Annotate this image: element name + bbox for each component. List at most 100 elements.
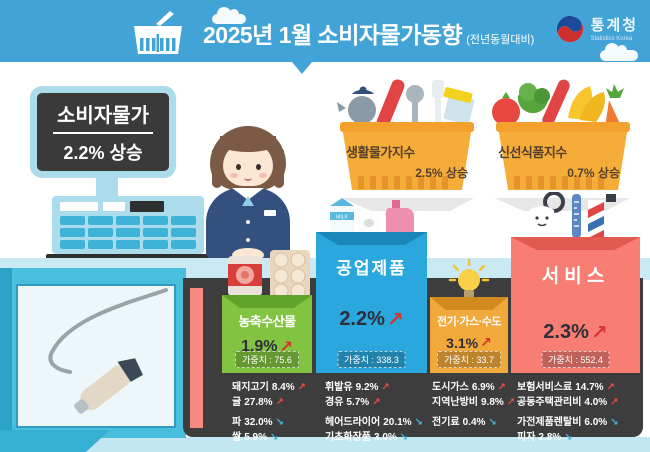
item-row: 기초화장품 3.0% [325,431,423,446]
category-weight: 가중치 : 33.7 [437,351,501,368]
up-arrow-icon [610,396,618,411]
register-slot [103,202,125,211]
cashier-blush [230,173,238,178]
cashier-bangs [220,136,276,152]
up-arrow-icon [607,381,615,396]
category-change: 3.1% [446,334,492,351]
register-slot [60,202,98,211]
item-value: 20.1% [383,417,412,428]
cashier-scarf [242,196,254,206]
item-row: 공동주택관리비 4.0% [517,396,619,411]
index-change: 2.5% 상승 [415,166,468,180]
item-row: 돼지고기 8.4% [232,381,306,396]
item-label: 보험서비스료 [517,382,573,393]
counter-edge [0,268,12,438]
cpi-summary-display: 소비자물가 2.2% 상승 [30,86,176,178]
title-block: 2025년 1월 소비자물가동향 (전년동월대비) [203,16,534,50]
cashier-hair-lock [212,150,222,188]
item-value: 27.8% [244,396,273,408]
category-change: 2.2% [339,307,403,332]
living-index-basket: 생활물가지수 2.5% 상승 [332,78,482,203]
up-arrow-icon [381,381,389,396]
category-change-value: 3.1% [446,334,479,351]
category-change: 1.9% [241,337,293,357]
agency-name: 통계청 [590,17,638,34]
household-items-illustration [337,79,475,190]
item-label: 돼지고기 [232,382,269,393]
index-name: 생활물가지수 [346,145,415,160]
down-arrow-icon [400,431,408,446]
uniform-button [246,238,250,242]
item-value: 2.8% [538,431,562,443]
meat-and-eggs-illustration [228,250,310,299]
category-change-value: 2.2% [339,308,385,330]
uniform-button [246,220,250,224]
category-box-services: 서비스 2.3% 가중치 : 552.4 [511,237,640,373]
register-keypad [60,216,196,249]
cashier-eye [256,164,261,170]
item-value: 0.4% [462,417,486,428]
index-change: 0.7% 상승 [567,166,620,180]
item-label: 파 [232,417,242,428]
item-value: 9.2% [355,382,379,393]
item-value: 14.7% [575,382,604,393]
up-arrow-icon [372,396,380,411]
header-pointer [292,62,312,74]
item-value: 8.4% [271,382,295,393]
item-label: 피자 [517,431,536,443]
category-weight: 가중치 : 552.4 [541,351,610,368]
item-row: 전기료 0.4% [432,416,515,431]
item-row: 파 32.0% [232,416,306,431]
box-flap [511,237,640,250]
cash-register [52,196,204,254]
agency-name-en: Statistics Korea [590,36,633,42]
item-row: 피자 2.8% [517,431,619,446]
item-value: 5.9% [244,431,267,443]
index-name: 신선식품지수 [498,145,567,160]
box-flap [430,297,508,310]
item-row: 경유 5.7% [325,396,423,411]
item-row: 지역난방비 9.8% [432,396,515,411]
item-value: 6.0% [584,417,608,428]
cloud-icon [600,43,638,61]
category-name: 공업제품 [336,259,407,278]
item-row: 가전제품렌탈비 6.0% [517,416,619,431]
fresh-food-basket: 신선식품지수 0.7% 상승 [484,78,638,203]
up-arrow-icon [507,396,515,411]
up-arrow-icon [591,320,608,345]
item-label: 가전제품렌탈비 [517,417,582,428]
cashier-illustration [196,124,300,262]
item-label: 경유 [325,396,344,408]
category-change-value: 1.9% [241,338,278,355]
cashier-eye [236,164,241,170]
item-row: 휘발유 9.2% [325,381,423,396]
category-box-electricity-gas-water: 전기·가스·수도 3.1% 가중치 : 33.7 [430,297,508,373]
taegeuk-icon [556,15,583,43]
up-arrow-icon [498,381,506,396]
fresh-food-label: 신선식품지수 0.7% 상승 [498,142,620,181]
down-arrow-icon [488,416,496,431]
cashier-hair-lock [274,150,284,188]
item-label: 전기료 [432,417,460,428]
item-row: 헤어드라이어 20.1% [325,416,423,431]
item-label: 휘발유 [325,382,353,393]
item-label: 귤 [232,396,242,408]
down-arrow-icon [564,431,572,446]
category-name: 서비스 [541,266,610,287]
page-title: 2025년 1월 소비자물가동향 [203,22,463,48]
register-stand [96,178,118,198]
register-base [46,254,210,261]
cashier-mouth [244,175,252,181]
down-arrow-icon [415,416,423,431]
light-bulb-illustration [448,258,490,298]
item-row: 쌀 5.9% [232,431,306,446]
up-arrow-icon [480,334,492,351]
category-name: 농축수산물 [238,314,296,329]
category-box-agri-livestock-fisheries: 농축수산물 1.9% 가중치 : 75.6 [222,295,312,373]
box-flap [316,232,427,245]
